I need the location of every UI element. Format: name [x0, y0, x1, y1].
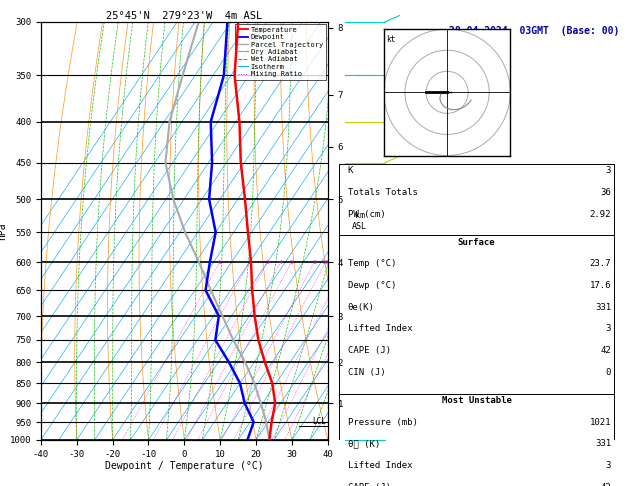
Text: 331: 331 — [595, 303, 611, 312]
Text: Pressure (mb): Pressure (mb) — [348, 417, 418, 427]
Text: Lifted Index: Lifted Index — [348, 325, 413, 333]
Text: Lifted Index: Lifted Index — [348, 461, 413, 470]
Text: Temp (°C): Temp (°C) — [348, 259, 396, 268]
Text: θᴀ (K): θᴀ (K) — [348, 439, 380, 449]
Text: 36: 36 — [600, 188, 611, 197]
Text: 1: 1 — [218, 260, 221, 265]
Text: CIN (J): CIN (J) — [348, 368, 386, 377]
Text: 8: 8 — [312, 260, 316, 265]
Text: Surface: Surface — [458, 238, 496, 246]
Text: 28.04.2024  03GMT  (Base: 00): 28.04.2024 03GMT (Base: 00) — [448, 26, 619, 36]
Bar — [339, 164, 614, 235]
Text: 2.92: 2.92 — [589, 209, 611, 219]
Legend: Temperature, Dewpoint, Parcel Trajectory, Dry Adiabat, Wet Adiabat, Isotherm, Mi: Temperature, Dewpoint, Parcel Trajectory… — [235, 24, 326, 80]
Y-axis label: km
ASL: km ASL — [352, 211, 367, 231]
Bar — [339, 394, 614, 486]
Text: 3: 3 — [606, 325, 611, 333]
Text: 331: 331 — [595, 439, 611, 449]
Text: LCL: LCL — [312, 417, 326, 426]
Text: 42: 42 — [600, 483, 611, 486]
Text: θe(K): θe(K) — [348, 303, 375, 312]
Title: 25°45'N  279°23'W  4m ASL: 25°45'N 279°23'W 4m ASL — [106, 11, 262, 21]
Text: CAPE (J): CAPE (J) — [348, 346, 391, 355]
Text: 23.7: 23.7 — [589, 259, 611, 268]
Text: 10: 10 — [321, 260, 329, 265]
X-axis label: Dewpoint / Temperature (°C): Dewpoint / Temperature (°C) — [105, 461, 264, 471]
Text: K: K — [348, 166, 353, 175]
Text: kt: kt — [386, 35, 395, 45]
Text: 4: 4 — [279, 260, 282, 265]
Text: © weatheronline.co.uk: © weatheronline.co.uk — [428, 427, 525, 435]
Text: 3: 3 — [606, 461, 611, 470]
Bar — [339, 235, 614, 394]
Text: 3: 3 — [265, 260, 269, 265]
Text: 3: 3 — [606, 166, 611, 175]
Text: 42: 42 — [600, 346, 611, 355]
Text: 1021: 1021 — [589, 417, 611, 427]
Text: 0: 0 — [606, 368, 611, 377]
Text: CAPE (J): CAPE (J) — [348, 483, 391, 486]
Y-axis label: hPa: hPa — [0, 222, 7, 240]
Text: Totals Totals: Totals Totals — [348, 188, 418, 197]
Text: Dewp (°C): Dewp (°C) — [348, 281, 396, 290]
Text: 2: 2 — [247, 260, 251, 265]
Text: 17.6: 17.6 — [589, 281, 611, 290]
Text: PW (cm): PW (cm) — [348, 209, 386, 219]
Text: 5: 5 — [289, 260, 293, 265]
Text: Most Unstable: Most Unstable — [442, 396, 511, 405]
